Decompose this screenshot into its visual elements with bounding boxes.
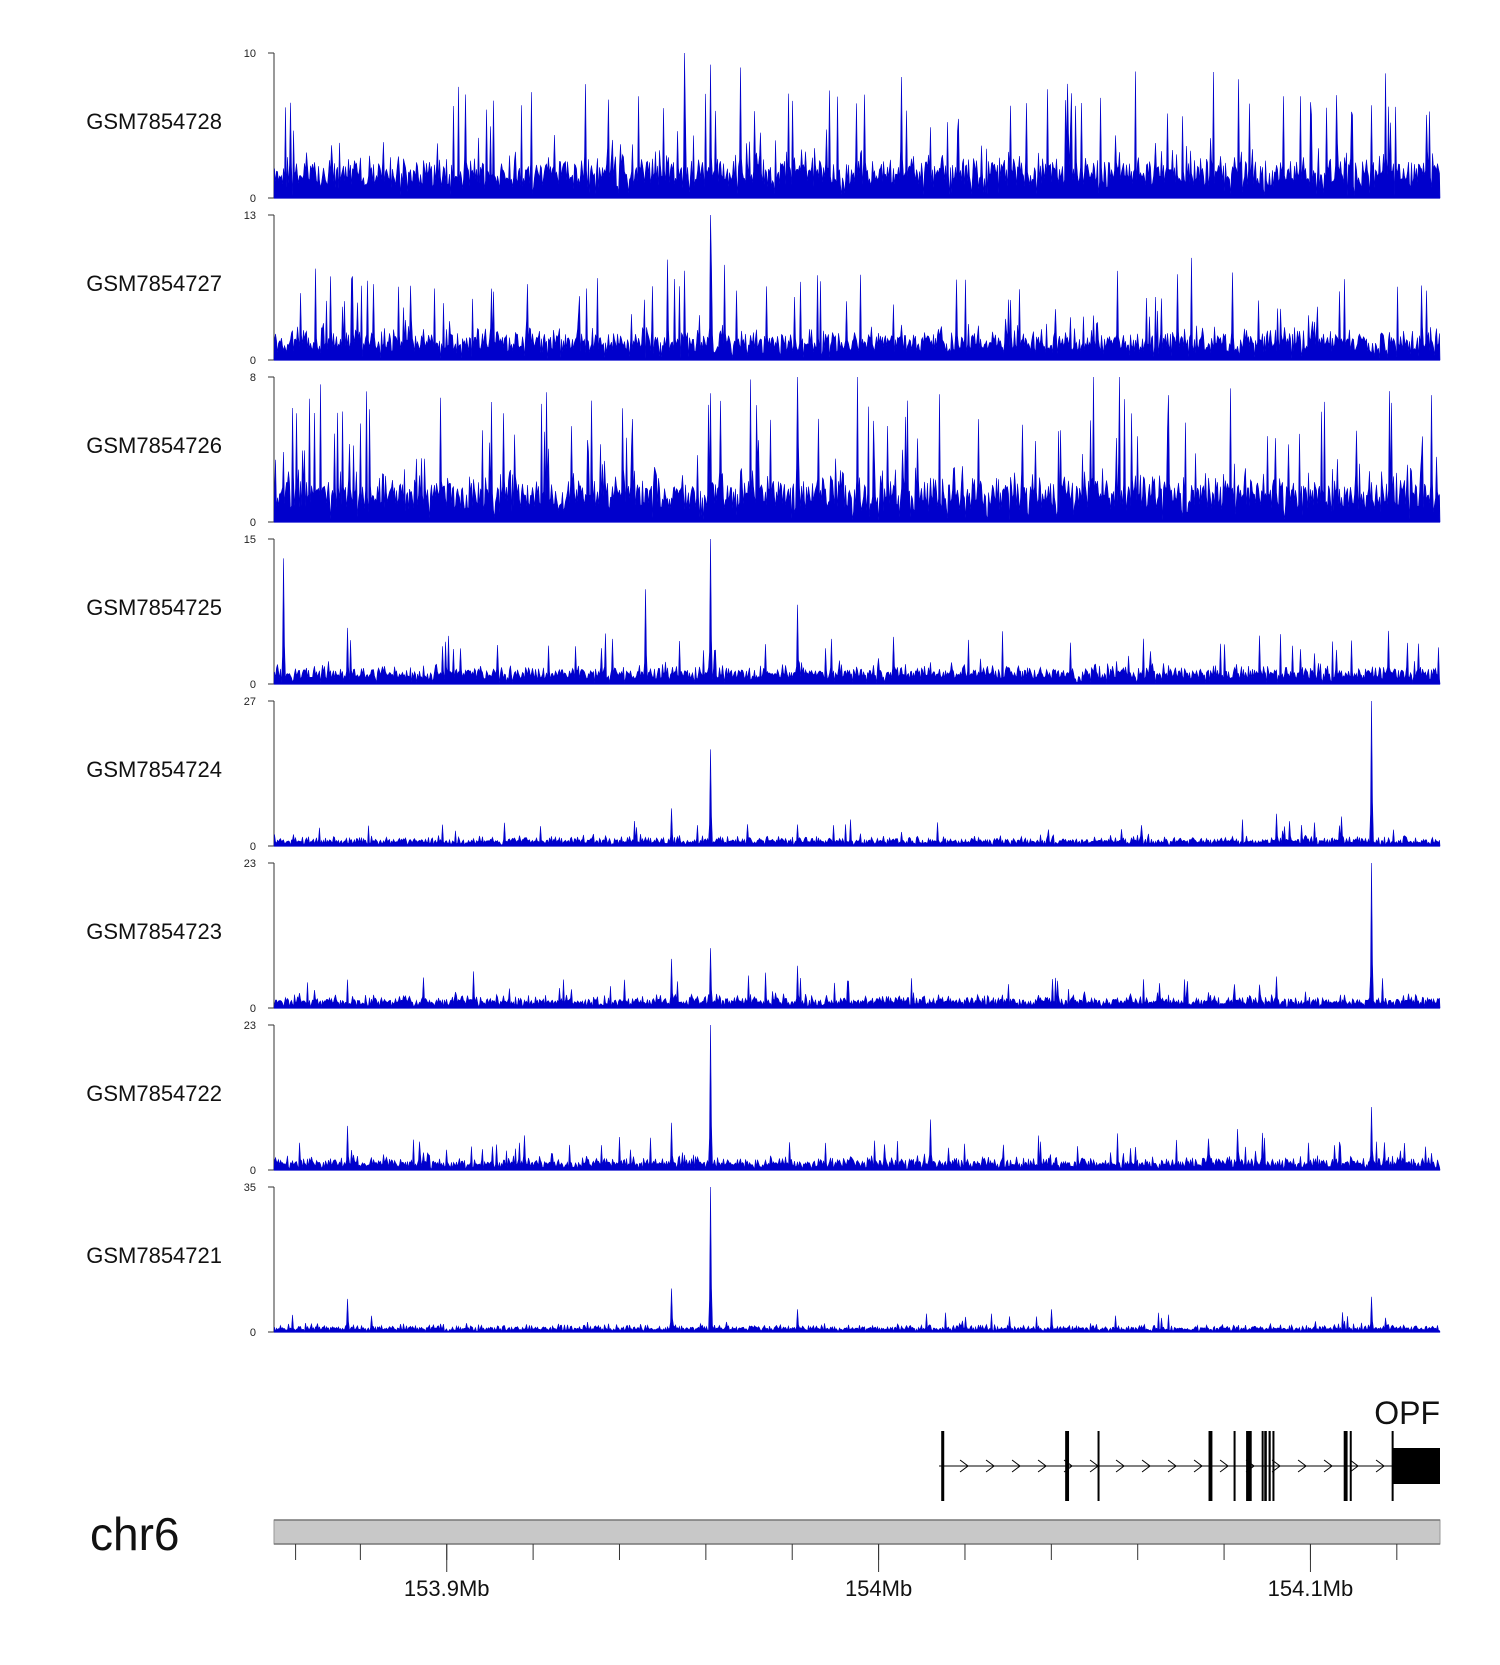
y-tick-label-max: 10 (244, 48, 256, 60)
y-tick-label-max: 13 (244, 210, 256, 222)
y-tick-label-zero: 0 (250, 355, 256, 367)
y-tick-label-zero: 0 (250, 1003, 256, 1015)
y-tick-label-max: 15 (244, 534, 256, 546)
y-tick-label-zero: 0 (250, 1165, 256, 1177)
track-GSM7854727: GSM7854727 13 0 (86, 210, 1441, 367)
strand-arrow (1323, 1459, 1333, 1473)
chromosome-axis: chr6 153.9Mb 154Mb 154.1Mb (90, 1508, 1441, 1601)
strand-arrow (1219, 1459, 1229, 1473)
strand-arrow (1167, 1459, 1177, 1473)
gene-annotation-track: OPF (939, 1395, 1440, 1501)
x-tick-label: 153.9Mb (404, 1576, 490, 1601)
chromosome-label: chr6 (90, 1508, 179, 1560)
y-tick-label-zero: 0 (250, 193, 256, 205)
strand-arrow (1011, 1459, 1021, 1473)
track-GSM7854722: GSM7854722 23 0 (86, 1020, 1441, 1177)
x-tick-label: 154Mb (845, 1576, 912, 1601)
y-tick-label-zero: 0 (250, 1327, 256, 1339)
strand-arrow (1271, 1459, 1281, 1473)
strand-arrow (1349, 1459, 1359, 1473)
gene-exon (1349, 1431, 1352, 1501)
strand-arrow (1141, 1459, 1151, 1473)
track-label: GSM7854726 (86, 433, 222, 458)
track-GSM7854728: GSM7854728 10 0 (86, 48, 1441, 205)
chromosome-bar (273, 1519, 1441, 1545)
gene-exon (1264, 1431, 1267, 1501)
coverage-area (273, 214, 1441, 361)
gene-exon (1392, 1448, 1440, 1484)
gene-exon (1272, 1431, 1275, 1501)
track-GSM7854723: GSM7854723 23 0 (86, 858, 1441, 1015)
strand-arrow (1193, 1459, 1203, 1473)
strand-arrow (1115, 1459, 1125, 1473)
y-tick-label-max: 27 (244, 696, 256, 708)
y-tick-label-max: 23 (244, 858, 256, 870)
track-label: GSM7854728 (86, 109, 222, 134)
y-tick-label-max: 23 (244, 1020, 256, 1032)
track-label: GSM7854722 (86, 1081, 222, 1106)
track-GSM7854724: GSM7854724 27 0 (86, 696, 1441, 853)
x-tick-label: 154.1Mb (1268, 1576, 1354, 1601)
track-label: GSM7854723 (86, 919, 222, 944)
gene-exon (1208, 1431, 1213, 1501)
strand-arrow (1375, 1459, 1385, 1473)
gene-exon (1233, 1431, 1236, 1501)
strand-arrow (1037, 1459, 1047, 1473)
strand-arrow (1297, 1459, 1307, 1473)
coverage-area (273, 1024, 1441, 1171)
gene-exon (1261, 1431, 1264, 1501)
track-GSM7854725: GSM7854725 15 0 (86, 534, 1441, 691)
strand-arrow (959, 1459, 969, 1473)
track-label: GSM7854721 (86, 1243, 222, 1268)
track-label: GSM7854724 (86, 757, 222, 782)
gene-exon (1268, 1431, 1271, 1501)
strand-arrow (985, 1459, 995, 1473)
coverage-area (273, 52, 1441, 199)
gene-label: OPF (1374, 1395, 1440, 1431)
gene-exon (1097, 1431, 1100, 1501)
y-tick-label-zero: 0 (250, 517, 256, 529)
coverage-area (273, 538, 1441, 685)
track-label: GSM7854725 (86, 595, 222, 620)
coverage-area (273, 700, 1441, 847)
gene-exon (1065, 1431, 1070, 1501)
y-tick-label-max: 35 (244, 1182, 256, 1194)
track-GSM7854721: GSM7854721 35 0 (86, 1182, 1441, 1339)
gene-exon (941, 1431, 945, 1501)
coverage-tracks: GSM7854728100GSM7854727130GSM785472680GS… (86, 48, 1441, 1339)
coverage-area (273, 862, 1441, 1009)
track-GSM7854726: GSM7854726 8 0 (86, 372, 1441, 529)
gene-exon (1343, 1431, 1348, 1501)
gene-exon (1246, 1431, 1252, 1501)
y-tick-label-max: 8 (250, 372, 256, 384)
coverage-area (273, 376, 1441, 523)
track-label: GSM7854727 (86, 271, 222, 296)
y-tick-label-zero: 0 (250, 679, 256, 691)
y-tick-label-zero: 0 (250, 841, 256, 853)
coverage-area (273, 1186, 1441, 1333)
